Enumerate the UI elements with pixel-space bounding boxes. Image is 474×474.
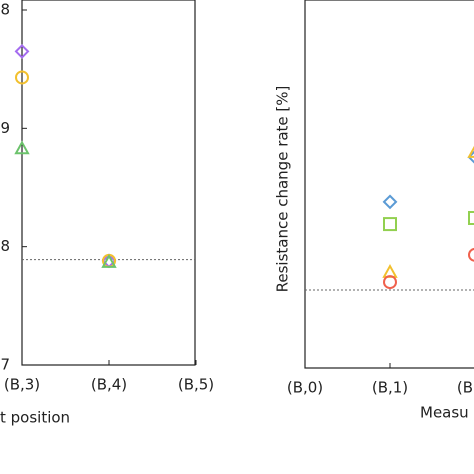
y-tick-label: 7 — [0, 356, 10, 374]
x-tick-label: (B,1) — [372, 379, 408, 397]
marker — [383, 217, 397, 232]
marker — [101, 253, 117, 268]
y-axis-label: Resistance change rate [%] — [274, 86, 292, 293]
plot-frame — [21, 0, 196, 366]
marker — [468, 210, 474, 225]
marker — [382, 194, 398, 210]
plot-frame — [304, 0, 474, 369]
y-tick-label: 8 — [0, 1, 10, 19]
marker — [14, 140, 30, 155]
marker — [467, 145, 474, 158]
marker — [15, 70, 29, 85]
x-axis-label: t position — [0, 409, 70, 427]
y-tick-label: 9 — [0, 119, 10, 137]
x-tick-label: (B,0) — [287, 379, 323, 397]
x-tick-label: (B,3) — [4, 376, 40, 394]
x-tick-label: (B,4) — [91, 376, 127, 394]
marker — [14, 44, 30, 59]
y-tick-label: 8 — [0, 237, 10, 255]
x-axis-label: Measu — [420, 404, 469, 422]
x-tick-label: (B,5) — [178, 376, 214, 394]
marker — [383, 275, 397, 290]
marker — [468, 247, 474, 262]
x-tick-label: (B,2) — [457, 379, 474, 397]
